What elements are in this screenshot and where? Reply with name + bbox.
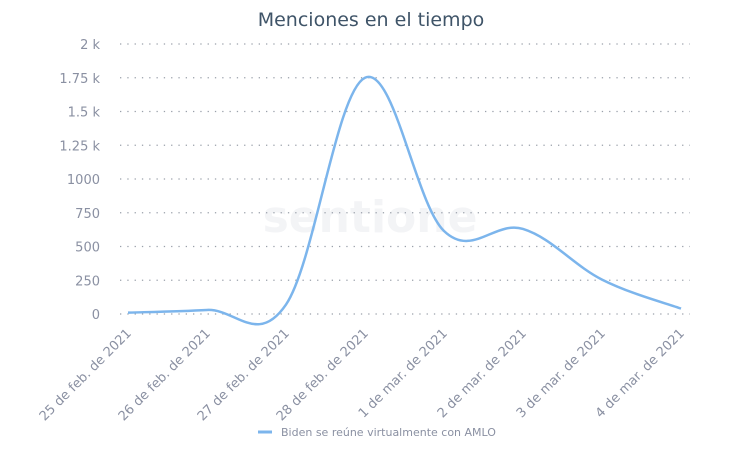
data-point[interactable] (598, 276, 606, 284)
legend-label[interactable]: Biden se reúne virtualmente con AMLO (281, 426, 496, 439)
data-point[interactable] (440, 227, 448, 235)
y-tick-label: 1.75 k (59, 72, 100, 87)
y-tick-label: 500 (75, 241, 100, 256)
series-line[interactable] (127, 75, 682, 326)
data-point[interactable] (124, 309, 132, 317)
chart-title: Menciones en el tiempo (258, 9, 485, 31)
x-tick-label: 2 de mar. de 2021 (435, 326, 530, 421)
y-tick-label: 1000 (67, 173, 100, 188)
x-tick-label: 1 de mar. de 2021 (356, 326, 451, 421)
data-point[interactable] (361, 74, 369, 82)
watermark-logo: sentione (263, 192, 478, 243)
legend[interactable]: Biden se reúne virtualmente con AMLO (258, 426, 496, 439)
y-tick-label: 1.25 k (59, 139, 100, 154)
x-tick-label: 3 de mar. de 2021 (514, 326, 609, 421)
y-tick-label: 250 (75, 274, 100, 289)
y-tick-label: 0 (92, 308, 100, 323)
data-point[interactable] (203, 306, 211, 314)
y-tick-label: 750 (75, 207, 100, 222)
y-tick-label: 1.5 k (68, 106, 101, 121)
data-point[interactable] (677, 305, 685, 313)
data-point[interactable] (519, 225, 527, 233)
y-tick-label: 2 k (80, 38, 100, 53)
x-tick-label: 4 de mar. de 2021 (593, 326, 688, 421)
data-point[interactable] (282, 301, 290, 309)
